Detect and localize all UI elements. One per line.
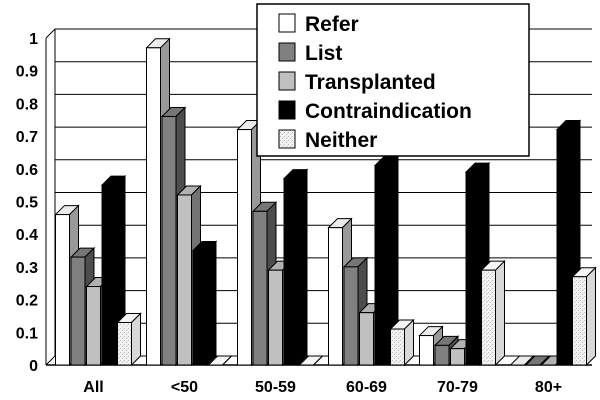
x-category-label: 60-69	[346, 379, 387, 396]
bar	[298, 355, 324, 366]
y-tick-label: 0.1	[16, 325, 38, 342]
x-category-labels: All <50 50-59 60-69 70-79 80+	[83, 379, 562, 396]
y-tick-label: 0.5	[16, 195, 38, 212]
y-tick-label: 0.7	[16, 129, 38, 146]
bar	[191, 240, 218, 367]
legend-swatch	[278, 42, 296, 62]
legend-label: Neither	[305, 129, 377, 152]
legend-label: Transplanted	[305, 71, 436, 94]
legend-swatch	[278, 129, 296, 149]
bars	[54, 37, 597, 367]
floor-depth-edge	[45, 355, 56, 366]
x-category-label: 50-59	[255, 379, 296, 396]
legend-label: List	[305, 42, 342, 65]
y-tick-label: 1	[29, 31, 38, 48]
x-category-label: <50	[171, 379, 198, 396]
x-category-label: 80+	[535, 379, 562, 396]
legend-box	[256, 3, 530, 157]
bar	[116, 312, 142, 367]
x-category-label: All	[83, 379, 103, 396]
y-tick-label: 0.9	[16, 64, 38, 81]
bar	[100, 174, 127, 367]
y-tick-label: 0.4	[16, 227, 38, 244]
bar	[571, 266, 597, 367]
axis-depth-edge	[45, 28, 56, 39]
bar	[480, 259, 506, 367]
bar	[389, 318, 415, 367]
y-tick-label: 0.6	[16, 162, 38, 179]
legend-label: Refer	[305, 13, 359, 36]
legend-swatch	[278, 71, 296, 91]
bar	[373, 155, 400, 367]
y-tick-label: 0.3	[16, 260, 38, 277]
x-category-label: 70-79	[437, 379, 478, 396]
legend-swatch	[278, 13, 296, 33]
legend: Refer List Transplanted Contraindication Nei…	[256, 3, 530, 157]
y-tick-labels: 0 0.1 0.2 0.3 0.4 0.5 0.6 0.7 0.8 0.9 1	[16, 31, 38, 375]
legend-swatch	[278, 100, 296, 120]
y-tick-label: 0	[29, 358, 38, 375]
bar	[207, 355, 233, 366]
bar	[509, 355, 535, 366]
bar	[282, 168, 309, 367]
bar	[524, 355, 551, 366]
legend-label: Contraindication	[305, 100, 472, 123]
y-tick-label: 0.8	[16, 96, 38, 113]
y-tick-label: 0.2	[16, 293, 38, 310]
